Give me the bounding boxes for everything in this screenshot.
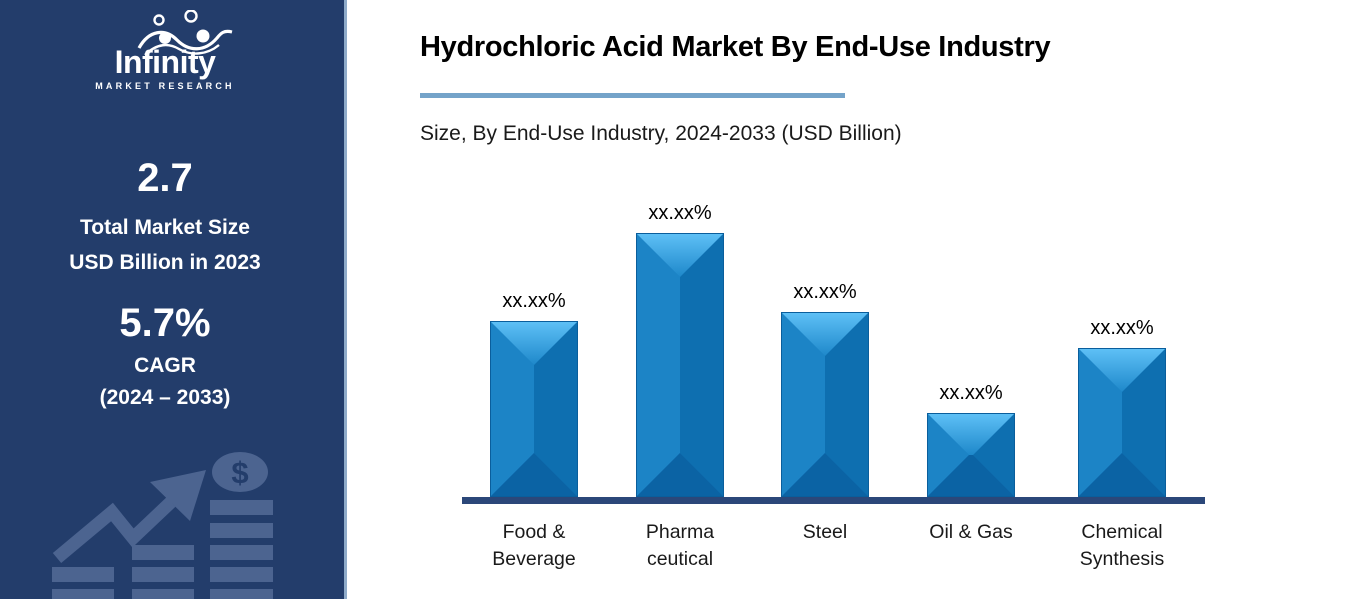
category-label-line: Food & [502, 521, 566, 543]
trend-arrow-head [150, 470, 206, 521]
sidebar: Infinity MARKET RESEARCH 2.7 Total Marke… [0, 0, 344, 599]
category-label-pharmaceutical: Pharma ceutical [605, 519, 755, 573]
dollar-coin-icon [212, 452, 268, 492]
category-label-line: ceutical [646, 548, 714, 570]
cagr-label: CAGR [134, 354, 196, 377]
category-label-line: Steel [802, 521, 848, 543]
category-label-food-beverage: Food & Beverage [459, 519, 609, 573]
category-label-oil-gas: Oil & Gas [896, 519, 1046, 546]
bar-columns-graphic [52, 500, 273, 599]
category-label-line: Pharma [645, 521, 715, 543]
chart-panel: Hydrochloric Acid Market By End-Use Indu… [347, 0, 1358, 599]
bar-oil-gas [927, 413, 1015, 497]
market-size-label-line1: Total Market Size [80, 216, 250, 239]
cagr-range: (2024 – 2033) [99, 386, 231, 409]
infinity-icon [137, 10, 233, 56]
dollar-sign: $ [231, 455, 248, 490]
category-label-line: Beverage [492, 548, 576, 570]
bar-chart: xx.xx% Food & Beverage [347, 0, 1358, 599]
title-underline [420, 93, 845, 98]
bar-pharmaceutical [636, 233, 724, 497]
chart-title: Hydrochloric Acid Market By End-Use Indu… [420, 31, 1051, 63]
cagr-value: 5.7% [119, 301, 211, 345]
chart-subtitle: Size, By End-Use Industry, 2024-2033 (US… [420, 122, 902, 145]
logo: Infinity MARKET RESEARCH [0, 10, 330, 91]
logo-brand: Infinity [114, 44, 216, 80]
category-label-line: Chemical [1081, 521, 1163, 543]
market-size-value: 2.7 [137, 156, 193, 200]
bar-value-label-pharmaceutical: xx.xx% [648, 202, 712, 224]
bar-chemical-synthesis [1078, 348, 1166, 497]
growth-chart-icon: $ [52, 452, 273, 599]
category-label-steel: Steel [750, 519, 900, 546]
bar-food-beverage [490, 321, 578, 497]
category-label-chemical-synthesis: Chemical Synthesis [1047, 519, 1197, 573]
bar-steel [781, 312, 869, 497]
category-label-line: Synthesis [1079, 548, 1165, 570]
bar-value-label-chemical-synthesis: xx.xx% [1090, 317, 1154, 339]
market-size-label-line2: USD Billion in 2023 [69, 251, 261, 274]
trend-arrow-shaft [52, 497, 176, 563]
x-axis-line [462, 497, 1205, 504]
category-label-line: Oil & Gas [929, 521, 1013, 543]
sidebar-divider [344, 0, 347, 599]
logo-tagline: MARKET RESEARCH [95, 81, 235, 91]
bar-value-label-steel: xx.xx% [793, 281, 857, 303]
bar-value-label-food-beverage: xx.xx% [502, 290, 566, 312]
bar-value-label-oil-gas: xx.xx% [939, 382, 1003, 404]
